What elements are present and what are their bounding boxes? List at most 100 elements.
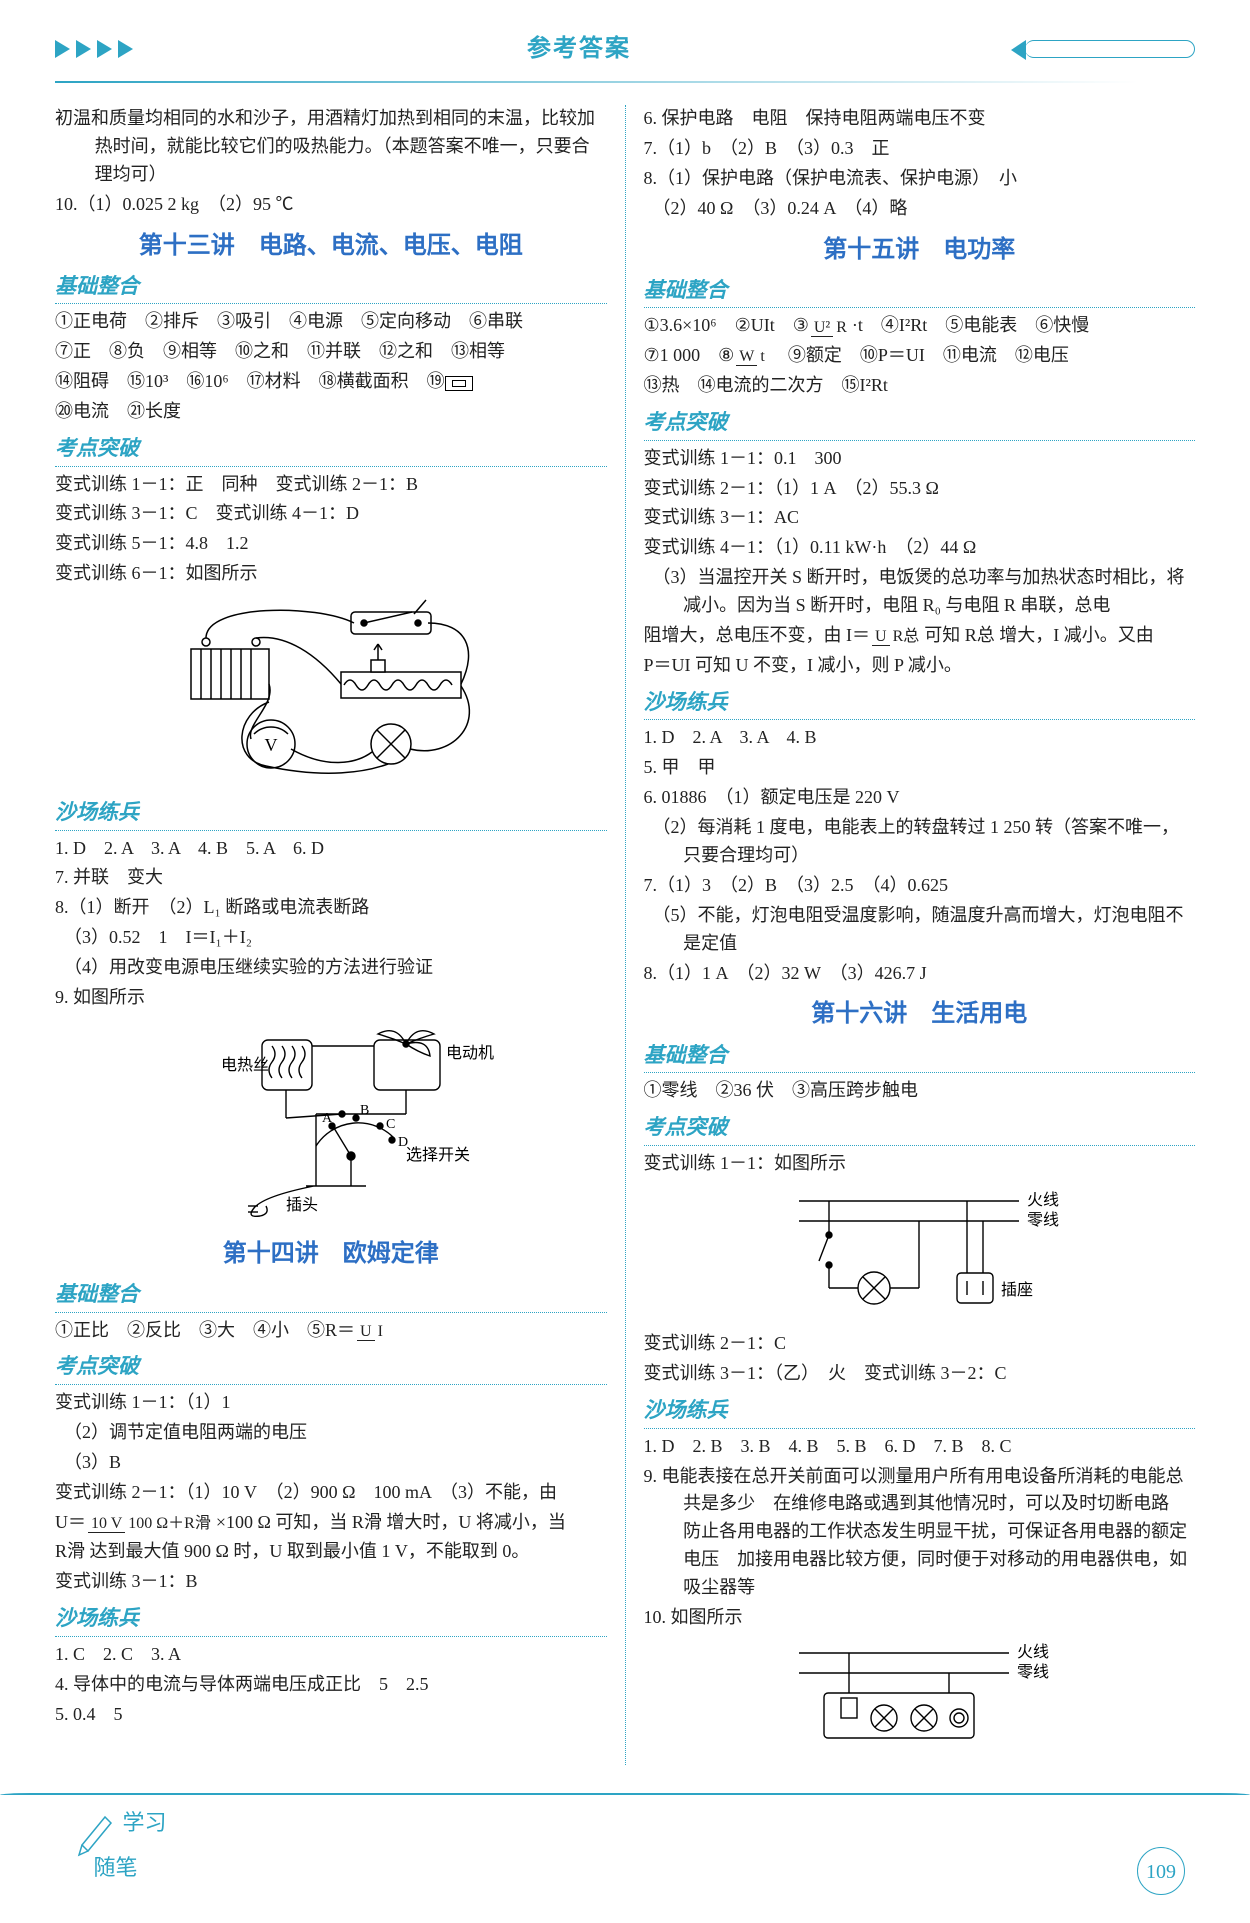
text-line: 变式训练 6－1：如图所示 (55, 560, 607, 588)
text-line: （2）每消耗 1 度电，电能表上的转盘转过 1 250 转（答案不唯一，只要合理… (644, 814, 1196, 870)
text-line: ①正比 ②反比 ③大 ④小 ⑤R＝UI (55, 1317, 607, 1345)
figure-circuit-2: 电热丝 电动机 A B (55, 1018, 607, 1227)
text-line: 变式训练 2－1：C (644, 1330, 1196, 1358)
chapter-13-title: 第十三讲 电路、电流、电压、电阻 (55, 227, 607, 264)
label-switch: 选择开关 (406, 1146, 470, 1164)
text-line: 初温和质量均相同的水和沙子，用酒精灯加热到相同的末温，比较加热时间，就能比较它们… (55, 105, 607, 189)
text-line: 阻增大，总电压不变，由 I＝UR总可知 R总 增大，I 减小。又由 (644, 622, 1196, 650)
page-footer: 学习 随笔 109 (55, 1793, 1195, 1903)
header-divider (55, 81, 1195, 83)
text-line: 6. 保护电路 电阻 保持电阻两端电压不变 (644, 105, 1196, 133)
figure-circuit-4: 火线 零线 (644, 1638, 1196, 1757)
section-shachang: 沙场练兵 (55, 1602, 607, 1637)
text-line: 4. 导体中的电流与导体两端电压成正比 5 2.5 (55, 1671, 607, 1699)
page-header: 参考答案 (55, 30, 1195, 67)
text-line: 变式训练 1－1：0.1 300 (644, 445, 1196, 473)
text-line: 变式训练 3－1：AC (644, 504, 1196, 532)
footer-label: 学习 随笔 (77, 1805, 167, 1891)
header-triangles-left (55, 40, 133, 58)
svg-text:零线: 零线 (1027, 1211, 1059, 1229)
column-divider (625, 105, 626, 1765)
text-line: 1. D 2. A 3. A 4. B (644, 724, 1196, 752)
text-line: P＝UI 可知 U 不变，I 减小，则 P 减小。 (644, 652, 1196, 680)
chapter-14-title: 第十四讲 欧姆定律 (55, 1235, 607, 1272)
text-line: （4）用改变电源电压继续实验的方法进行验证 (55, 954, 607, 982)
text-line: 5. 甲 甲 (644, 754, 1196, 782)
text-line: 变式训练 3－1：C 变式训练 4－1：D (55, 500, 607, 528)
section-shachang: 沙场练兵 (55, 796, 607, 831)
text-line: （2）调节定值电阻两端的电压 (55, 1419, 607, 1447)
text-line: 变式训练 1－1：（1）1 (55, 1389, 607, 1417)
svg-text:零线: 零线 (1017, 1663, 1049, 1681)
header-title: 参考答案 (527, 30, 631, 67)
text-line: （3）当温控开关 S 断开时，电饭煲的总功率与加热状态时相比，将减小。因为当 S… (644, 564, 1196, 620)
svg-text:A: A (322, 1111, 333, 1126)
svg-text:火线: 火线 (1027, 1191, 1059, 1209)
section-shachang: 沙场练兵 (644, 1394, 1196, 1429)
text-line: 变式训练 2－1：（1）10 V （2）900 Ω 100 mA （3）不能，由 (55, 1479, 607, 1507)
label-plug: 插头 (286, 1196, 318, 1214)
text-line: （3）0.52 1 I＝I₁＋I₂ (55, 924, 607, 952)
text-line: 变式训练 1－1：如图所示 (644, 1150, 1196, 1178)
text-line: R滑 达到最大值 900 Ω 时，U 取到最小值 1 V，不能取到 0。 (55, 1538, 607, 1566)
text-line: 变式训练 3－1：（乙） 火 变式训练 3－2：C (644, 1360, 1196, 1388)
text-line: 10.（1）0.025 2 kg （2）95 ℃ (55, 191, 607, 219)
figure-circuit-3: 火线 零线 插座 (644, 1183, 1196, 1322)
text-line: ⑳电流 ㉑长度 (55, 398, 607, 426)
text-line: U＝10 V100 Ω＋R滑×100 Ω 可知，当 R滑 增大时，U 将减小，当 (55, 1509, 607, 1537)
text-line: 8.（1）保护电路（保护电流表、保护电源） 小 (644, 165, 1196, 193)
svg-text:C: C (386, 1117, 395, 1132)
header-arrow-right (1025, 40, 1195, 58)
text-line: 10. 如图所示 (644, 1604, 1196, 1632)
section-shachang: 沙场练兵 (644, 686, 1196, 721)
text-line: ⑭阻碍 ⑮10³ ⑯10⁶ ⑰材料 ⑱横截面积 ⑲ (55, 368, 607, 396)
text-line: 8.（1）断开 （2）L₁ 断路或电流表断路 (55, 894, 607, 922)
text-line: （3）B (55, 1449, 607, 1477)
text-line: 8.（1）1 A （2）32 W （3）426.7 J (644, 960, 1196, 988)
text-line: 变式训练 2－1：（1）1 A （2）55.3 Ω (644, 475, 1196, 503)
text-line: （5）不能，灯泡电阻受温度影响，随温度升高而增大，灯泡电阻不是定值 (644, 902, 1196, 958)
content-columns: 初温和质量均相同的水和沙子，用酒精灯加热到相同的末温，比较加热时间，就能比较它们… (55, 105, 1195, 1765)
label-motor: 电动机 (446, 1044, 494, 1062)
text-line: 6. 01886 （1）额定电压是 220 V (644, 784, 1196, 812)
page-number: 109 (1137, 1847, 1185, 1895)
text-line: 5. 0.4 5 (55, 1701, 607, 1729)
text-line: （2）40 Ω （3）0.24 A （4）略 (644, 195, 1196, 223)
label-dianre: 电热丝 (221, 1056, 269, 1074)
text-line: ①3.6×10⁶ ②UIt ③U²R·t ④I²Rt ⑤电能表 ⑥快慢 (644, 312, 1196, 340)
text-line: 7. 并联 变大 (55, 864, 607, 892)
text-line: 变式训练 3－1：B (55, 1568, 607, 1596)
text-line: 1. C 2. C 3. A (55, 1641, 607, 1669)
chapter-15-title: 第十五讲 电功率 (644, 231, 1196, 268)
svg-text:插座: 插座 (1001, 1281, 1033, 1299)
right-column: 6. 保护电路 电阻 保持电阻两端电压不变 7.（1）b （2）B （3）0.3… (644, 105, 1196, 1765)
text-line: 1. D 2. B 3. B 4. B 5. B 6. D 7. B 8. C (644, 1433, 1196, 1461)
left-column: 初温和质量均相同的水和沙子，用酒精灯加热到相同的末温，比较加热时间，就能比较它们… (55, 105, 607, 1765)
section-jichu: 基础整合 (55, 270, 607, 305)
text-line: 变式训练 1－1：正 同种 变式训练 2－1：B (55, 471, 607, 499)
resistor-symbol-icon (445, 376, 473, 391)
text-line: ⑦1 000 ⑧Wt ⑨额定 ⑩P＝UI ⑪电流 ⑫电压 (644, 342, 1196, 370)
svg-text:火线: 火线 (1017, 1643, 1049, 1661)
text-line: ⑬热 ⑭电流的二次方 ⑮I²Rt (644, 372, 1196, 400)
svg-text:V: V (264, 735, 277, 755)
text-line: 变式训练 5－1：4.8 1.2 (55, 530, 607, 558)
section-kaodian: 考点突破 (55, 1350, 607, 1385)
section-jichu: 基础整合 (644, 1039, 1196, 1074)
text-line: 9. 电能表接在总开关前面可以测量用户所有用电设备所消耗的电能总共是多少 在维修… (644, 1463, 1196, 1602)
text-line: ①正电荷 ②排斥 ③吸引 ④电源 ⑤定向移动 ⑥串联 (55, 308, 607, 336)
text-line: ①零线 ②36 伏 ③高压跨步触电 (644, 1077, 1196, 1105)
text-line: 9. 如图所示 (55, 984, 607, 1012)
section-kaodian: 考点突破 (644, 1111, 1196, 1146)
text-line: 变式训练 4－1：（1）0.11 kW·h （2）44 Ω (644, 534, 1196, 562)
svg-text:B: B (360, 1103, 369, 1118)
section-kaodian: 考点突破 (55, 432, 607, 467)
text-line: 7.（1）b （2）B （3）0.3 正 (644, 135, 1196, 163)
chapter-16-title: 第十六讲 生活用电 (644, 995, 1196, 1032)
text-line: 7.（1）3 （2）B （3）2.5 （4）0.625 (644, 872, 1196, 900)
text-line: ⑦正 ⑧负 ⑨相等 ⑩之和 ⑪并联 ⑫之和 ⑬相等 (55, 338, 607, 366)
figure-circuit-1: V (55, 594, 607, 788)
section-kaodian: 考点突破 (644, 406, 1196, 441)
text-line: 1. D 2. A 3. A 4. B 5. A 6. D (55, 835, 607, 863)
section-jichu: 基础整合 (644, 274, 1196, 309)
